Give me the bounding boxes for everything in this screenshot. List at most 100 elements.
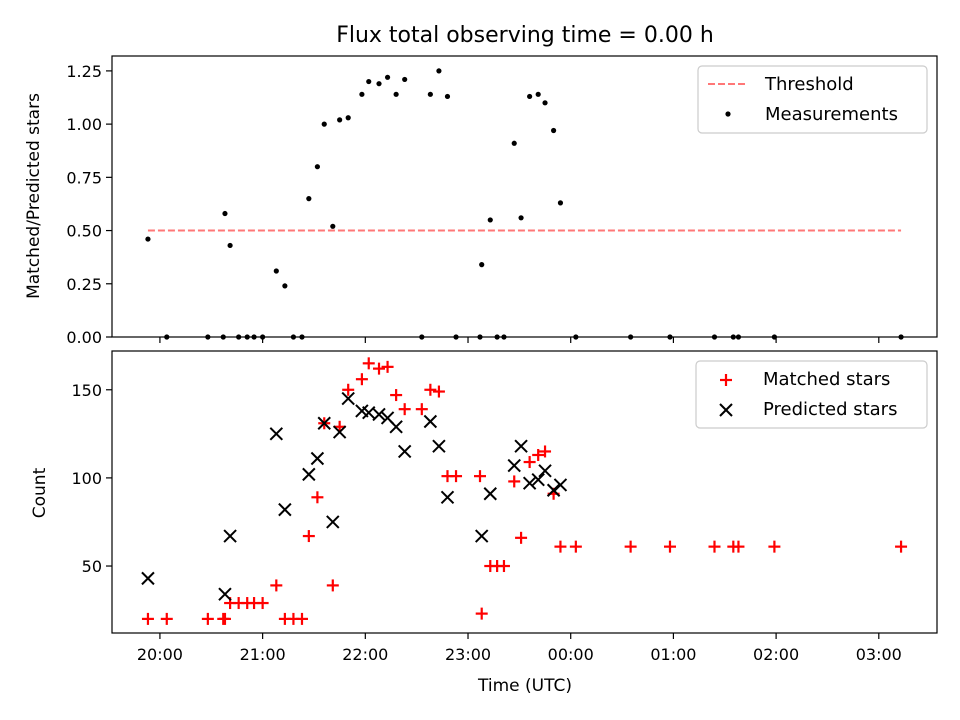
predicted-point: [475, 529, 489, 543]
predicted-point: [538, 464, 552, 478]
bottom-legend-box: [695, 360, 928, 429]
measurement-point: [542, 100, 548, 106]
x-tick-label: 20:00: [137, 645, 183, 664]
measurement-point: [436, 68, 442, 74]
measurement-point: [145, 236, 151, 242]
x-axis-label: Time (UTC): [477, 676, 572, 696]
matched-point: [415, 403, 428, 416]
predicted-point: [141, 571, 155, 586]
matched-point: [708, 540, 721, 553]
bottom-legend: Matched stars Predicted stars: [695, 360, 928, 429]
matched-point: [497, 560, 510, 573]
top-legend: Threshold Measurements: [697, 65, 928, 134]
measurement-point: [535, 91, 541, 97]
matched-point: [311, 491, 324, 504]
measurement-point: [282, 283, 288, 289]
predicted-point: [432, 439, 446, 453]
matched-point: [515, 531, 528, 544]
predicted-point: [310, 451, 325, 466]
predicted-point: [522, 476, 537, 490]
matched-point: [201, 612, 214, 625]
predicted-point: [397, 444, 412, 459]
predicted-point: [269, 427, 284, 441]
y-tick-label: 100: [71, 469, 102, 488]
measurement-point: [427, 91, 433, 97]
matched-point: [373, 362, 386, 375]
x-tick-label: 22:00: [342, 645, 388, 664]
bottom-y-ticks: 50 100 150: [71, 381, 112, 576]
measurement-point: [444, 93, 451, 100]
y-tick-label: 0.50: [66, 222, 102, 241]
predicted-point: [546, 483, 561, 497]
measurement-point: [557, 200, 564, 206]
y-tick-label: 0.00: [66, 328, 102, 347]
matched-point: [523, 456, 536, 469]
matched-point: [895, 540, 908, 553]
matched-point: [732, 540, 745, 553]
measurement-point: [337, 117, 343, 123]
y-tick-label: 1.25: [66, 62, 102, 81]
y-tick-label: 150: [71, 381, 102, 400]
predicted-point: [531, 472, 545, 487]
measurement-point: [366, 78, 372, 85]
measurement-point: [359, 91, 365, 97]
predicted-point: [483, 487, 497, 501]
top-legend-box: [697, 65, 928, 134]
measurement-point: [550, 127, 557, 134]
measurement-point: [511, 140, 517, 146]
measurement-point: [321, 121, 327, 127]
predicted-point: [362, 405, 376, 420]
y-tick-label: 1.00: [66, 115, 102, 134]
matched-point: [768, 540, 781, 553]
matched-point: [302, 530, 315, 543]
matched-point: [424, 383, 437, 396]
measurement-point: [487, 217, 493, 223]
y-tick-label: 50: [82, 557, 102, 576]
matched-point: [624, 540, 637, 553]
matched-point: [398, 403, 411, 416]
predicted-point: [514, 439, 528, 453]
matched-point: [355, 373, 368, 386]
predicted-point: [507, 458, 521, 473]
matched-point: [539, 445, 552, 458]
top-axes-frame: [111, 55, 938, 338]
predicted-point: [553, 478, 568, 492]
legend-measurements-marker: [725, 111, 731, 117]
chart-title: Flux total observing time = 0.00 h: [336, 23, 714, 48]
measurement-point: [345, 115, 351, 121]
predicted-point: [332, 425, 347, 439]
matched-point: [362, 357, 375, 370]
matched-point: [473, 470, 486, 483]
measurement-point: [384, 74, 391, 80]
legend-measurements-label: Measurements: [765, 104, 898, 125]
predicted-point: [278, 502, 292, 517]
matched-point: [141, 612, 154, 625]
measurement-point: [306, 196, 312, 202]
x-tick-label: 01:00: [650, 645, 696, 664]
predicted-point: [341, 391, 355, 406]
matched-point: [160, 612, 173, 625]
predicted-point: [317, 416, 331, 430]
measurement-point: [273, 268, 279, 274]
top-plot-area: [145, 68, 904, 340]
predicted-point: [326, 515, 340, 529]
matched-point: [663, 540, 676, 553]
bottom-panel: Count 50 100 150 20:00 21:00 22:00 23:00 00:00…: [30, 350, 938, 664]
predicted-point: [372, 407, 386, 422]
legend-threshold-label: Threshold: [764, 74, 854, 95]
matched-point: [432, 385, 445, 398]
matched-point: [475, 607, 488, 620]
x-tick-label: 00:00: [548, 645, 594, 664]
matched-point: [342, 383, 355, 396]
measurement-point: [227, 242, 233, 249]
series-predicted-stars: [141, 391, 568, 601]
matched-point: [390, 389, 403, 402]
bottom-y-axis-label: Count: [30, 467, 50, 518]
y-tick-label: 0.25: [66, 275, 102, 294]
predicted-point: [389, 420, 403, 434]
measurement-point: [518, 215, 524, 221]
predicted-point: [302, 467, 316, 482]
matched-point: [508, 475, 521, 488]
predicted-point: [218, 587, 232, 601]
